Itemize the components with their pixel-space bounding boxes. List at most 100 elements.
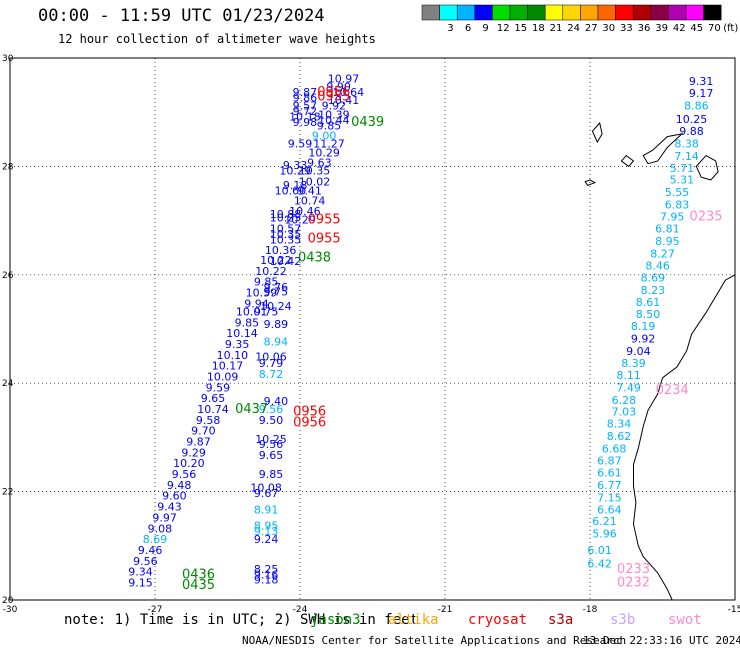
wave-height-label: 9.59 [206,381,231,394]
wave-height-label: 8.91 [254,503,279,516]
wave-height-label: 10.14 [226,327,258,340]
wave-height-label: 8.69 [143,533,168,546]
graticule [10,58,735,600]
wave-height-label: 9.15 [128,576,153,589]
wave-height-label: 10.36 [265,244,297,257]
wave-height-label: 6.28 [612,394,637,407]
wave-height-label: 7.14 [674,150,699,163]
wave-height-label: 10.25 [270,212,302,225]
pass-time-label: 0439 [351,115,384,130]
legend-swatch-label: 9 [482,23,488,34]
lat-tick-label: 26 [2,271,14,281]
wave-height-label: 9.86 [293,91,318,104]
wave-height-label: 9.63 [307,156,332,169]
wave-height-label: 9.58 [196,414,221,427]
canary-island-outline [620,154,635,168]
wave-height-label: 9.94 [244,297,269,310]
wave-height-label: 8.38 [674,137,699,150]
legend-swatch-label: 6 [465,23,471,34]
satellite-legend-item: jason3 [310,612,361,628]
wave-height-label: 8.61 [636,296,661,309]
wave-height-label-group: 9.319.178.8610.259.888.387.145.715.315.5… [587,75,713,570]
pass-time-label: 0955 [317,89,350,104]
legend-swatch-label: 21 [550,23,563,34]
wave-height-label: 9.17 [689,87,714,100]
footer-note: note: 1) Time is in UTC; 2) SWH is in fe… [64,612,419,628]
lon-tick-label: -18 [583,605,598,615]
wave-height-label: 9.50 [259,414,284,427]
lat-tick-label: 22 [2,488,13,498]
wave-height-label: 9.18 [254,574,279,587]
credit-line: NOAA/NESDIS Center for Satellite Applica… [242,634,627,647]
wave-height-label: 9.48 [167,479,192,492]
wave-height-label: 10.22 [255,265,287,278]
wave-height-label: 8.50 [636,308,661,321]
wave-height-label: 9.43 [157,501,182,514]
wave-height-label: 10.10 [217,349,249,362]
wave-height-label: 7.15 [597,491,622,504]
wave-height-label: 6.87 [597,455,622,468]
wave-height-label: 9.56 [259,438,284,451]
wave-height-label: 9.65 [201,392,226,405]
wave-height-label: 10.20 [173,457,205,470]
wave-height-label: 9.33 [283,159,308,172]
pass-time-label: 0956 [293,416,326,431]
lat-tick-label: 28 [2,162,14,172]
wave-height-label: 10.02 [299,175,331,188]
wave-height-label: 10.44 [318,114,350,127]
wave-height-label-group: 10.979.909.87 10.649.86 10.419.57 9.929.72 1… [128,72,364,589]
wave-height-label: 10.39 [318,109,350,122]
wave-height-label: 10.74 [197,403,229,416]
map-title: 00:00 - 11:59 UTC 01/23/2024 [38,6,325,26]
wave-height-label: 9.13 [254,525,279,538]
wave-height-label: 6.77 [597,479,622,492]
wave-height-color-legend: 3 6 9 12 15 18 21 24 27 30 33 36 39 42 45 70 (ft) [421,4,738,34]
wave-height-label: 9.92 [631,333,656,346]
wave-height-label: 10.57 [270,223,302,236]
wave-height-label: 9.92 [322,99,347,112]
wave-height-label: 5.96 [592,528,617,541]
lat-tick-label: 20 [2,596,14,606]
wave-height-label: 10.09 [207,370,239,383]
wave-height-label: 8.19 [631,320,656,333]
canary-island-outline [695,154,719,181]
wave-height-label: 10.42 [270,255,302,268]
legend-swatch-label: 30 [602,23,615,34]
wave-height-label: 10.59 [246,286,278,299]
satellite-legend-item: s3b [610,612,636,628]
wave-height-label: 8.46 [645,259,670,272]
wave-height-label: 9.59 [288,137,313,150]
wave-height-label: 9.97 [152,511,177,524]
legend-swatch-label: 18 [532,23,545,34]
wave-height-label: 9.41 [297,185,322,198]
wave-height-label: 9.34 [128,566,153,579]
wave-height-label: 8.62 [607,430,632,443]
wave-height-label: 10.24 [260,300,292,313]
wave-height-label: 10.35 [299,165,331,178]
wave-height-label: 8.27 [650,247,675,260]
satellite-legend-item: altika [388,612,439,628]
wave-height-label: 8.25 [254,563,279,576]
legend-swatch-label: 27 [585,23,598,34]
satellite-legend-item: cryosat [468,612,528,628]
legend-swatch-label: 24 [567,23,580,34]
legend-swatch-label: 15 [514,23,527,34]
wave-height-label: 9.31 [689,75,714,88]
wave-height-label: 8.11 [616,369,641,382]
wave-height-label: 10.06 [255,350,287,363]
wave-height-label: 10.35 [270,233,302,246]
wave-height-label: 7.49 [616,381,641,394]
wave-height-label: 9.18 [283,179,308,192]
wave-height-label: 9.56 [133,555,158,568]
legend-swatch-label: 45 [690,23,703,34]
pass-time-label: 0436 [182,567,215,582]
wave-height-label: 10.29 [308,147,340,160]
wave-height-label: 9.79 [259,357,284,370]
wave-height-label: 9.57 [293,99,318,112]
wave-height-label: 6.21 [592,515,617,528]
wave-height-label: 9.70 [191,425,216,438]
wave-height-label: 7.95 [660,211,685,224]
wave-height-label: 5.71 [670,162,695,175]
